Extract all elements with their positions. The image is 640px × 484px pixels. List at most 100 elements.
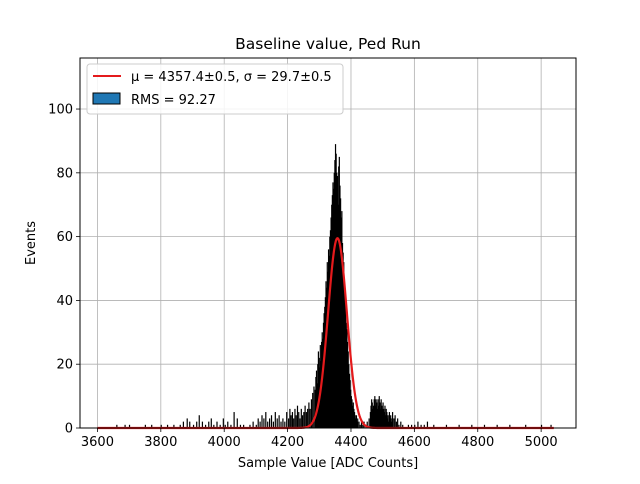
histogram-bar (213, 424, 215, 428)
histogram-bar (293, 418, 295, 428)
histogram-bar (341, 243, 344, 428)
histogram-bar (333, 188, 335, 428)
histogram-bar (384, 405, 386, 428)
histogram-bar (204, 424, 207, 428)
histogram-bar (383, 412, 385, 428)
x-tick-label: 4400 (334, 435, 367, 450)
histogram-bar (346, 329, 348, 428)
histogram-bar (379, 402, 381, 428)
histogram-bar (296, 405, 299, 428)
histogram-bar (282, 418, 284, 428)
histogram-bar (340, 198, 342, 428)
histogram-bar (289, 408, 291, 428)
histogram-bar (345, 306, 347, 428)
histogram-bar (357, 418, 359, 428)
histogram-bar (255, 424, 257, 428)
legend-box (86, 63, 344, 115)
y-tick-label: 60 (56, 230, 73, 245)
histogram-bar (314, 389, 316, 428)
y-axis-label: Events (24, 221, 39, 265)
histogram-bar (288, 418, 290, 428)
histogram-bar (179, 424, 181, 428)
histogram-bar (359, 424, 361, 428)
histogram-bar (124, 424, 126, 428)
histogram-bar (348, 364, 350, 428)
histogram-bar (291, 412, 294, 428)
histogram-bar (284, 421, 286, 428)
histogram-bar (383, 408, 385, 428)
x-axis-ticks: 3600 3800 4000 4200 4400 4600 4800 5000 (81, 428, 558, 450)
chart-title: Baseline value, Ped Run (235, 35, 421, 53)
histogram-bar (230, 424, 232, 428)
histogram-bar (196, 421, 198, 428)
histogram-bar (353, 412, 356, 428)
histogram-bar (337, 204, 339, 428)
histogram-bar (342, 252, 344, 428)
x-tick-label: 4000 (208, 435, 241, 450)
histogram-bar (310, 399, 313, 428)
histogram-bar (272, 421, 275, 428)
histogram-bar (426, 421, 429, 428)
y-axis-ticks: 0 20 40 60 80 100 (48, 103, 80, 437)
histogram-bar (388, 421, 390, 428)
histogram-bar (329, 230, 332, 428)
histogram-bar (334, 160, 336, 428)
histogram-bar (160, 424, 162, 428)
histogram-bar (348, 373, 351, 428)
histogram-bar (346, 341, 349, 428)
histogram-bar (347, 351, 349, 428)
histogram-bar (525, 424, 527, 428)
histogram-bar (420, 424, 422, 428)
histogram-bar (385, 408, 387, 428)
histogram-bar (372, 408, 374, 428)
histogram-bar (304, 405, 306, 428)
histogram-bar (265, 412, 267, 428)
histogram-bar (407, 424, 410, 428)
histogram-bar (325, 281, 327, 428)
histogram-bar (358, 421, 360, 428)
histogram-bar (350, 396, 352, 428)
histogram-bar (328, 255, 330, 428)
histogram-bar (278, 415, 280, 428)
histogram-bar (374, 405, 377, 428)
histogram-bar (400, 421, 402, 428)
x-tick-label: 4200 (271, 435, 304, 450)
histogram-bar (222, 418, 224, 428)
histogram-bar (368, 418, 370, 428)
histogram-bar (352, 405, 354, 428)
histogram-bar (317, 351, 320, 428)
legend-fit-label: μ = 4357.4±0.5, σ = 29.7±0.5 (131, 70, 332, 85)
histogram-bar (398, 424, 400, 428)
histogram-bar (369, 412, 371, 428)
legend: μ = 4357.4±0.5, σ = 29.7±0.5 RMS = 92.27 (86, 63, 344, 115)
histogram-bar (390, 415, 392, 428)
histogram-bar (391, 418, 393, 428)
histogram-bar (353, 408, 355, 428)
x-tick-label: 4600 (398, 435, 431, 450)
histogram-bar (313, 386, 315, 428)
histogram-bar (458, 424, 460, 428)
histogram-bar (390, 421, 392, 428)
histogram-bar (128, 424, 131, 428)
histogram-bar (340, 217, 342, 428)
histogram-bar (233, 412, 235, 428)
plot-frame (79, 57, 577, 429)
histogram-bar (280, 421, 282, 428)
histogram-bar (312, 392, 314, 428)
histogram-bar (343, 281, 346, 428)
histogram-bar (173, 424, 175, 428)
histogram-bar (360, 421, 363, 428)
histogram-bar (166, 424, 169, 428)
histogram-bar (261, 415, 263, 428)
histogram-bar (257, 418, 259, 428)
histogram-bar (327, 249, 330, 428)
histogram-bar (208, 421, 210, 428)
histogram-bar (356, 421, 358, 428)
histogram-bar (376, 402, 378, 428)
histogram-bar (249, 424, 251, 428)
histogram-bar (144, 424, 146, 428)
histogram-bar (263, 418, 265, 428)
legend-hist-swatch (92, 92, 121, 105)
y-tick-label: 0 (65, 422, 73, 437)
